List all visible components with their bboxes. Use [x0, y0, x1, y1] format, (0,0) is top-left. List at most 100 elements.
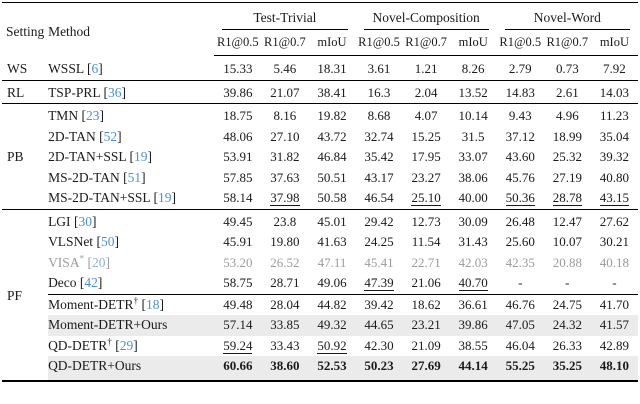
value-cell: 31.5: [461, 128, 485, 144]
value-cell: 14.03: [590, 79, 638, 104]
underlined-value: 59.24: [223, 337, 253, 354]
value-cell: 42.30: [364, 337, 394, 353]
value-cell: 18.99: [552, 128, 582, 144]
method-name: Deco: [48, 275, 77, 291]
value-cell: 24.32: [543, 315, 591, 336]
value-cell: 59.24: [214, 336, 261, 357]
table-body: WS WSSL [6] 15.33 5.46 18.31 3.61 1.21 8.26 2.79…: [2, 56, 638, 381]
value-cell: 50.51: [317, 169, 347, 185]
value-cell: 15.33: [223, 61, 253, 77]
value-cell: 57.85: [223, 169, 253, 185]
value-cell: 2.79: [508, 61, 532, 77]
method-name: Moment-DETR+Ours: [48, 317, 168, 333]
citation-link[interactable]: 50: [100, 234, 115, 250]
value-cell: 25.32: [552, 149, 582, 165]
group-header-novel-composition: Novel-Composition: [355, 2, 497, 31]
table-row: MS-2D-TAN+SSL [19] 58.14 37.98 50.58 46.54 25…: [2, 188, 638, 209]
table-header: Setting Method Test-Trivial Novel-Compos…: [2, 2, 638, 56]
table-row: Deco [42] 58.75 28.71 49.06 47.39 21.06 40.70 -…: [2, 273, 638, 294]
value-cell: 46.04: [505, 337, 535, 353]
citation-link[interactable]: 51: [127, 169, 142, 185]
citation-link[interactable]: 18: [145, 296, 160, 312]
group-label: Novel-Word: [504, 10, 630, 30]
value-cell: 28.04: [261, 293, 309, 315]
method-name: 2D-TAN+SSL: [48, 149, 127, 165]
value-cell: 2.61: [543, 79, 591, 104]
value-cell: 33.43: [270, 337, 300, 353]
underlined-value: 43.15: [599, 190, 630, 207]
citation-link[interactable]: 19: [157, 190, 172, 206]
value-cell: 21.06: [411, 275, 441, 291]
value-cell: 38.55: [458, 337, 488, 353]
value-cell: 47.05: [496, 315, 544, 336]
underlined-value: 40.70: [458, 275, 488, 292]
value-cell: 48.10: [590, 356, 638, 381]
method-cell: Moment-DETR+Ours: [48, 315, 215, 336]
value-cell: 27.10: [270, 128, 300, 144]
group-header-novel-word: Novel-Word: [496, 2, 638, 31]
citation-link[interactable]: 29: [119, 337, 134, 353]
method-name: QD-DETR+Ours: [48, 358, 142, 374]
value-cell: 41.63: [317, 234, 347, 250]
table-row: 2D-TAN+SSL [19] 53.91 31.82 46.84 35.42 17.95…: [2, 147, 638, 168]
method-name: WSSL: [48, 61, 84, 76]
value-cell: 57.14: [214, 315, 262, 336]
value-cell: 50.92: [308, 336, 355, 357]
method-cell: VLSNet [50]: [48, 234, 119, 250]
value-cell: 16.3: [355, 79, 403, 104]
citation-link[interactable]: 6: [91, 61, 99, 76]
citation-link[interactable]: 23: [85, 108, 100, 124]
underlined-value: 50.36: [505, 190, 535, 207]
value-cell: 44.65: [355, 315, 403, 336]
value-cell: 43.15: [591, 188, 638, 209]
value-cell: 40.18: [599, 254, 630, 270]
value-cell: 42.35: [505, 254, 535, 270]
citation-link[interactable]: 36: [107, 84, 122, 100]
method-name: QD-DETR: [48, 337, 108, 353]
citation-link[interactable]: 42: [84, 275, 98, 291]
table-row: PB TMN [23] 18.75 8.16 19.82 8.68 4.07 10.14 9.4…: [2, 103, 638, 209]
method-cell: MS-2D-TAN [51]: [48, 169, 146, 185]
value-cell: 58.14: [223, 190, 253, 206]
value-cell: 43.60: [505, 149, 535, 165]
value-cell: 35.25: [543, 356, 591, 381]
value-cell: 31.43: [458, 234, 488, 250]
value-cell: 25.10: [403, 188, 450, 209]
value-cell: 2.04: [402, 79, 450, 104]
table-row: PF LGI [30] 49.45 23.8 45.01 29.42 12.73 30.09 2…: [2, 208, 638, 381]
value-cell: 49.32: [308, 315, 356, 336]
citation-link[interactable]: 20: [91, 254, 106, 270]
value-cell: 40.00: [458, 190, 488, 206]
value-cell: 49.45: [214, 208, 262, 232]
metric-header: R1@0.5: [214, 31, 262, 56]
method-name: VISA: [48, 254, 80, 270]
value-cell: 46.54: [364, 190, 394, 206]
value-cell: 47.39: [356, 273, 403, 294]
value-cell: 37.63: [270, 169, 300, 185]
value-cell: 33.07: [458, 149, 488, 165]
value-cell: 1.21: [414, 61, 438, 77]
value-cell: 45.76: [505, 169, 535, 185]
value-cell: 8.26: [461, 61, 485, 77]
underlined-value: 28.78: [552, 190, 582, 207]
method-cell: 2D-TAN [52]: [48, 128, 122, 144]
value-cell: 10.07: [552, 234, 582, 250]
method-cell: LGI [30]: [48, 208, 215, 232]
citation-link[interactable]: 30: [78, 213, 92, 229]
metric-header: mIoU: [590, 31, 638, 56]
value-cell: 4.96: [543, 103, 591, 127]
value-cell: 8.68: [355, 103, 403, 127]
value-cell: 53.20: [223, 254, 253, 270]
value-cell: 17.95: [411, 149, 441, 165]
value-cell: 46.76: [496, 293, 544, 315]
citation-link[interactable]: 52: [103, 128, 118, 144]
table-row: VISA* [20] 53.20 26.52 47.11 45.41 22.71 42.03…: [2, 253, 638, 274]
citation-link[interactable]: 19: [133, 149, 148, 165]
metric-header: mIoU: [308, 31, 356, 56]
value-cell: 11.23: [590, 103, 638, 127]
method-name: Moment-DETR: [48, 296, 134, 312]
metric-header: R1@0.7: [402, 31, 450, 56]
table-row: MS-2D-TAN [51] 57.85 37.63 50.51 43.17 23.27 3…: [2, 168, 638, 189]
metric-header: R1@0.5: [355, 31, 403, 56]
underlined-value: 47.39: [364, 275, 394, 292]
